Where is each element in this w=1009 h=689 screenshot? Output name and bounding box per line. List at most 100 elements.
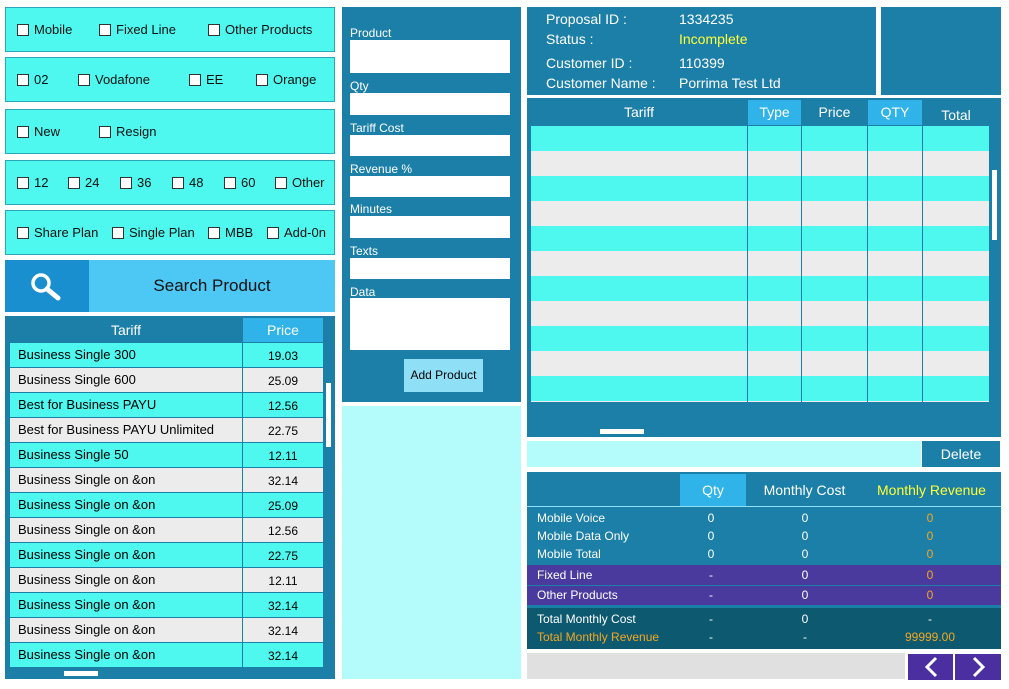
price-cell[interactable]: 12.11: [243, 568, 323, 592]
grid-cell[interactable]: [748, 226, 801, 251]
filter-label[interactable]: Mobile: [34, 22, 73, 37]
tariff-cell[interactable]: Business Single on &on: [10, 543, 242, 567]
grid-cell[interactable]: [802, 351, 867, 376]
grid-cell[interactable]: [531, 401, 747, 402]
grid-cell[interactable]: [748, 201, 801, 226]
checkbox[interactable]: [189, 74, 201, 86]
grid-cell[interactable]: [531, 201, 747, 226]
grid-cell[interactable]: [531, 251, 747, 276]
text-input[interactable]: [350, 216, 510, 238]
tariff-cell[interactable]: Business Single on &on: [10, 568, 242, 592]
grid-cell[interactable]: [923, 401, 989, 402]
price-cell[interactable]: 32.14: [243, 593, 323, 617]
filter-label[interactable]: 24: [85, 175, 100, 190]
checkbox[interactable]: [112, 227, 124, 239]
filter-label[interactable]: 02: [34, 72, 49, 87]
filter-label[interactable]: 12: [34, 175, 49, 190]
filter-label[interactable]: Add-0n: [284, 225, 326, 240]
filter-label[interactable]: Vodafone: [95, 72, 150, 87]
grid-cell[interactable]: [531, 126, 747, 151]
grid-cell[interactable]: [531, 351, 747, 376]
search-button[interactable]: Search Product: [89, 260, 335, 312]
filter-label[interactable]: Fixed Line: [116, 22, 176, 37]
grid-cell[interactable]: [802, 201, 867, 226]
grid-cell[interactable]: [868, 301, 922, 326]
text-input[interactable]: [350, 135, 510, 156]
filter-label[interactable]: Resign: [116, 124, 157, 139]
checkbox[interactable]: [99, 24, 111, 36]
text-input[interactable]: [350, 298, 510, 350]
text-input[interactable]: [350, 93, 510, 115]
price-cell[interactable]: 19.03: [243, 343, 323, 367]
checkbox[interactable]: [224, 177, 236, 189]
text-input[interactable]: [350, 176, 510, 197]
grid-cell[interactable]: [868, 376, 922, 401]
filter-label[interactable]: EE: [206, 72, 224, 87]
grid-cell[interactable]: [531, 376, 747, 401]
checkbox[interactable]: [99, 126, 111, 138]
grid-cell[interactable]: [923, 151, 989, 176]
grid-cell[interactable]: [531, 326, 747, 351]
grid-cell[interactable]: [748, 251, 801, 276]
grid-cell[interactable]: [748, 151, 801, 176]
filter-label[interactable]: MBB: [225, 225, 254, 240]
checkbox[interactable]: [275, 177, 287, 189]
grid-cell[interactable]: [531, 176, 747, 201]
nav-buttons[interactable]: [908, 654, 1001, 680]
filter-label[interactable]: Share Plan: [34, 225, 99, 240]
checkbox[interactable]: [17, 74, 29, 86]
tariff-cell[interactable]: Business Single 600: [10, 368, 242, 392]
grid-cell[interactable]: [923, 126, 989, 151]
price-cell[interactable]: 12.56: [243, 518, 323, 542]
checkbox[interactable]: [208, 227, 220, 239]
checkbox[interactable]: [68, 177, 80, 189]
tariff-cell[interactable]: Business Single 300: [10, 343, 242, 367]
checkbox[interactable]: [172, 177, 184, 189]
filter-label[interactable]: 48: [189, 175, 204, 190]
checkbox[interactable]: [17, 24, 29, 36]
checkbox[interactable]: [267, 227, 279, 239]
grid-cell[interactable]: [868, 201, 922, 226]
price-cell[interactable]: 25.09: [243, 493, 323, 517]
tariff-cell[interactable]: Business Single on &on: [10, 593, 242, 617]
tariff-cell[interactable]: Business Single on &on: [10, 643, 242, 667]
grid-cell[interactable]: [531, 226, 747, 251]
grid-cell[interactable]: [868, 251, 922, 276]
grid-cell[interactable]: [531, 151, 747, 176]
grid-cell[interactable]: [748, 326, 801, 351]
grid-cell[interactable]: [748, 401, 801, 402]
grid-cell[interactable]: [868, 226, 922, 251]
grid-cell[interactable]: [923, 201, 989, 226]
price-cell[interactable]: 32.14: [243, 618, 323, 642]
grid-cell[interactable]: [802, 226, 867, 251]
grid-cell[interactable]: [802, 326, 867, 351]
filter-label[interactable]: New: [34, 124, 61, 139]
grid-cell[interactable]: [802, 276, 867, 301]
price-cell[interactable]: 32.14: [243, 468, 323, 492]
filter-label[interactable]: 36: [137, 175, 152, 190]
grid-cell[interactable]: [802, 151, 867, 176]
grid-cell[interactable]: [923, 351, 989, 376]
grid-cell[interactable]: [802, 126, 867, 151]
delete-button[interactable]: Delete: [922, 441, 1000, 467]
grid-cell[interactable]: [923, 376, 989, 401]
grid-cell[interactable]: [868, 351, 922, 376]
grid-cell[interactable]: [868, 326, 922, 351]
grid-cell[interactable]: [802, 301, 867, 326]
text-input[interactable]: [350, 40, 510, 73]
grid-cell[interactable]: [531, 276, 747, 301]
price-cell[interactable]: 12.56: [243, 393, 323, 417]
add-product-button[interactable]: Add Product: [404, 359, 483, 392]
grid-cell[interactable]: [923, 301, 989, 326]
grid-cell[interactable]: [923, 251, 989, 276]
tariff-cell[interactable]: Business Single on &on: [10, 468, 242, 492]
grid-cell[interactable]: [868, 126, 922, 151]
price-cell[interactable]: 12.11: [243, 443, 323, 467]
filter-label[interactable]: 60: [241, 175, 256, 190]
grid-cell[interactable]: [802, 401, 867, 402]
grid-cell[interactable]: [868, 276, 922, 301]
search-icon[interactable]: [5, 260, 89, 312]
tariff-cell[interactable]: Business Single on &on: [10, 618, 242, 642]
grid-cell[interactable]: [923, 326, 989, 351]
tariff-cell[interactable]: Business Single on &on: [10, 518, 242, 542]
